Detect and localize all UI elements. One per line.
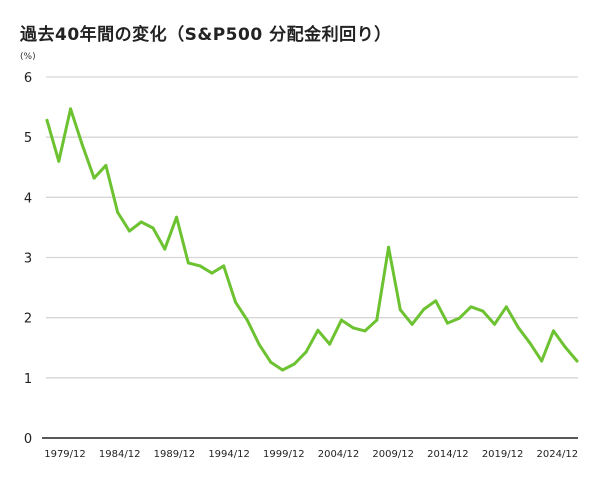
data-point <box>281 368 285 372</box>
data-point <box>445 321 449 325</box>
data-point <box>292 362 296 366</box>
y-tick-label: 3 <box>24 252 32 267</box>
x-tick-label: 1989/12 <box>154 449 196 460</box>
data-point <box>563 345 567 349</box>
data-point <box>304 350 308 354</box>
y-tick-label: 1 <box>24 372 32 387</box>
x-tick-label: 2004/12 <box>318 449 360 460</box>
y-tick-label: 2 <box>24 312 32 327</box>
data-point <box>257 342 261 346</box>
data-point <box>198 264 202 268</box>
data-point <box>92 176 96 180</box>
x-tick-label: 2024/12 <box>537 449 579 460</box>
data-point <box>540 359 544 363</box>
data-point <box>363 329 367 333</box>
x-tick-label: 2014/12 <box>427 449 469 460</box>
data-point <box>45 118 49 122</box>
data-point <box>504 305 508 309</box>
y-tick-label: 4 <box>24 191 32 206</box>
data-point <box>175 215 179 219</box>
x-tick-label: 2009/12 <box>372 449 414 460</box>
data-point <box>481 309 485 313</box>
data-point <box>575 359 579 363</box>
x-tick-label: 2019/12 <box>482 449 524 460</box>
data-point <box>387 245 391 249</box>
data-point <box>551 329 555 333</box>
data-point <box>233 300 237 304</box>
series-line <box>45 107 579 372</box>
data-point <box>127 229 131 233</box>
data-point <box>493 322 497 326</box>
data-point <box>328 342 332 346</box>
x-tick-label: 1999/12 <box>263 449 305 460</box>
data-point <box>57 159 61 163</box>
data-point <box>339 318 343 322</box>
data-point <box>80 143 84 147</box>
data-point <box>398 308 402 312</box>
x-tick-label: 1979/12 <box>44 449 86 460</box>
chart-title: 過去40年間の変化（S&P500 分配金利回り） <box>20 25 392 45</box>
y-tick-label: 0 <box>24 432 32 447</box>
data-point <box>222 264 226 268</box>
data-point <box>434 299 438 303</box>
data-point <box>116 210 120 214</box>
data-point <box>375 318 379 322</box>
y-tick-label: 6 <box>24 71 32 86</box>
y-tick-label: 5 <box>24 131 32 146</box>
data-point <box>104 163 108 167</box>
x-tick-label: 1994/12 <box>208 449 250 460</box>
data-point <box>469 305 473 309</box>
data-point <box>210 271 214 275</box>
data-point <box>410 322 414 326</box>
data-point <box>457 316 461 320</box>
data-point <box>269 360 273 364</box>
data-point <box>528 341 532 345</box>
data-point <box>163 247 167 251</box>
data-point <box>69 107 73 111</box>
data-point <box>316 328 320 332</box>
data-point <box>422 307 426 311</box>
data-point <box>151 226 155 230</box>
x-tick-label: 1984/12 <box>99 449 141 460</box>
data-point <box>245 318 249 322</box>
data-point <box>139 220 143 224</box>
data-point <box>351 326 355 330</box>
y-axis-unit-label: (%) <box>20 52 36 62</box>
data-point <box>186 261 190 265</box>
data-point <box>516 325 520 329</box>
